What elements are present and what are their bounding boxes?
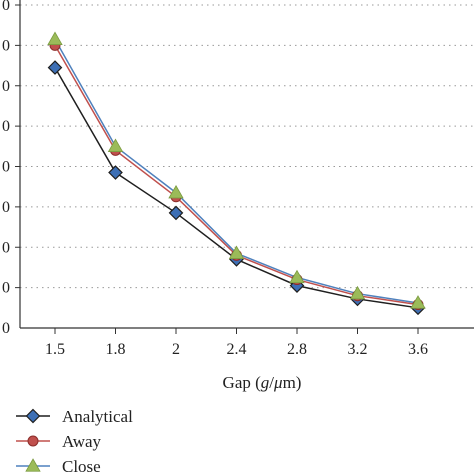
data-point-close — [349, 285, 366, 300]
data-point-analytical — [108, 165, 123, 180]
x-axis-label-suffix: m) — [283, 373, 302, 392]
x-tick-label: 3.2 — [348, 341, 368, 358]
data-point-close — [47, 31, 63, 45]
data-point-analytical — [168, 205, 184, 221]
legend-marker-analytical — [25, 408, 41, 424]
data-point-close — [228, 245, 245, 259]
x-tick-label: 3.6 — [408, 341, 428, 358]
y-tick-label: 0 — [2, 118, 10, 135]
y-tick-label: 0 — [2, 78, 10, 95]
grid-lines — [15, 4, 474, 289]
y-tick-label: 0 — [2, 280, 10, 297]
data-point-close — [168, 184, 184, 199]
x-tick-labels: 1.5 1.8 2 2.4 2.8 3.2 3.6 — [45, 328, 428, 358]
x-tick-label: 1.5 — [45, 341, 65, 358]
x-axis-label-g: g — [261, 373, 270, 392]
legend-label-analytical: Analytical — [62, 407, 133, 426]
x-tick-label: 2 — [172, 341, 180, 358]
legend-label-away: Away — [62, 432, 102, 451]
series-markers — [47, 31, 426, 316]
x-tick-label: 2.4 — [227, 341, 247, 358]
y-tick-label: 0 — [2, 320, 10, 337]
x-axis-label: Gap (g/μm) — [223, 373, 302, 392]
y-tick-label: 0 — [2, 0, 10, 14]
y-tick-label: 0 — [2, 199, 10, 216]
legend-label-close: Close — [62, 457, 101, 474]
x-tick-label: 1.8 — [106, 341, 126, 358]
legend-marker-close — [25, 458, 41, 472]
y-tick-labels: 0 0 0 0 0 0 0 0 0 — [2, 0, 10, 337]
x-tick-label: 2.8 — [287, 341, 307, 358]
series-line-analytical — [54, 67, 419, 309]
legend: Analytical Away Close — [16, 407, 133, 474]
y-tick-label: 0 — [2, 37, 10, 54]
y-tick-label: 0 — [2, 239, 10, 256]
data-point-close — [410, 295, 426, 309]
x-axis-label-mu: μ — [273, 373, 283, 392]
x-axis-label-prefix: Gap ( — [223, 373, 262, 392]
x-axis-label-slash: / — [269, 373, 274, 392]
legend-marker-away — [27, 435, 39, 447]
data-point-close — [107, 138, 124, 152]
y-tick-label: 0 — [2, 159, 10, 176]
data-point-analytical — [47, 60, 63, 75]
axes — [19, 0, 474, 329]
data-point-close — [289, 269, 305, 284]
